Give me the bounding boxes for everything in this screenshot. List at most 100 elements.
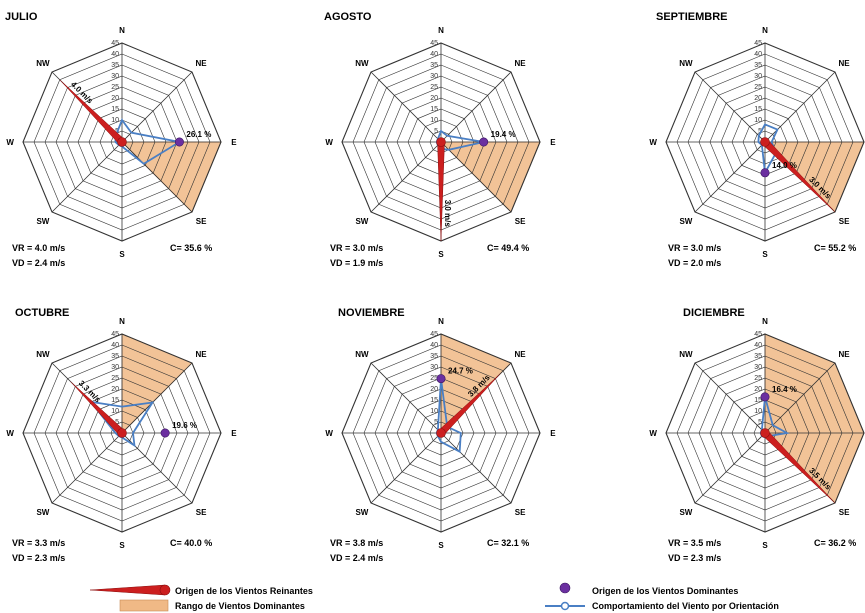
radial-tick-label: 5 (115, 419, 119, 426)
direction-label-s: S (438, 250, 444, 259)
radial-tick-label: 25 (111, 84, 119, 91)
direction-label-e: E (231, 429, 237, 438)
radial-tick-label: 35 (111, 353, 119, 360)
dominantes-marker (479, 137, 489, 147)
reinantes-origin-dot (760, 428, 770, 438)
direction-label-w: W (649, 138, 657, 147)
direction-label-s: S (762, 250, 768, 259)
radial-tick-label: 25 (754, 84, 762, 91)
radial-tick-label: 10 (430, 408, 438, 415)
direction-label-nw: NW (36, 59, 50, 68)
spoke-sw (370, 141, 442, 213)
c-value: C= 35.6 % (170, 243, 212, 253)
radial-tick-label: 35 (111, 62, 119, 69)
spoke-ne (121, 71, 193, 143)
radial-tick-label: 35 (754, 353, 762, 360)
c-value: C= 36.2 % (814, 538, 856, 548)
direction-label-w: W (6, 429, 14, 438)
direction-label-w: W (325, 429, 333, 438)
direction-label-ne: NE (515, 59, 527, 68)
legend-reinantes-label: Origen de los Vientos Reinantes (175, 586, 313, 596)
spoke-nw (370, 71, 442, 143)
direction-label-s: S (438, 541, 444, 550)
radial-tick-label: 40 (111, 51, 119, 58)
vr-value: VR = 3.8 m/s (330, 538, 383, 548)
direction-label-n: N (762, 26, 768, 35)
radial-tick-label: 15 (430, 397, 438, 404)
direction-label-n: N (438, 317, 444, 326)
radial-tick-label: 40 (111, 342, 119, 349)
spoke-sw (694, 141, 766, 213)
panel-title: JULIO (5, 11, 38, 23)
direction-label-se: SE (196, 508, 207, 517)
panel-title: SEPTIEMBRE (656, 11, 728, 23)
direction-label-w: W (649, 429, 657, 438)
radial-tick-label: 25 (754, 375, 762, 382)
radial-tick-label: 10 (754, 408, 762, 415)
radial-tick-label: 15 (111, 106, 119, 113)
dominantes-label: 16.4 % (772, 385, 797, 394)
radial-tick-label: 5 (758, 419, 762, 426)
radial-tick-label: 15 (754, 106, 762, 113)
legend-comportamiento-marker (560, 601, 570, 611)
legend-dominantes-label: Origen de los Vientos Dominantes (592, 586, 738, 596)
direction-label-e: E (550, 138, 556, 147)
reinantes-origin-dot (760, 137, 770, 147)
direction-label-ne: NE (839, 350, 851, 359)
direction-label-w: W (6, 138, 14, 147)
dominantes-marker (160, 428, 170, 438)
radial-tick-label: 25 (430, 84, 438, 91)
radial-tick-label: 45 (430, 40, 438, 47)
spoke-nw (694, 71, 766, 143)
direction-label-nw: NW (36, 350, 50, 359)
panel-title: NOVIEMBRE (338, 307, 405, 319)
radial-tick-label: 15 (111, 397, 119, 404)
radial-tick-label: 20 (430, 386, 438, 393)
reinantes-origin-dot (117, 137, 127, 147)
legend-reinantes-dot (159, 584, 171, 596)
spoke-se (440, 141, 512, 213)
vd-value: VD = 1.9 m/s (330, 258, 383, 268)
reinantes-origin-dot (436, 137, 446, 147)
radial-tick-label: 20 (754, 95, 762, 102)
vd-value: VD = 2.0 m/s (668, 258, 721, 268)
radial-tick-label: 40 (430, 51, 438, 58)
legend-reinantes-symbol (89, 584, 166, 596)
direction-label-nw: NW (679, 350, 693, 359)
spoke-sw (51, 432, 123, 504)
vr-value: VR = 3.0 m/s (668, 243, 721, 253)
direction-label-se: SE (515, 508, 526, 517)
direction-label-w: W (325, 138, 333, 147)
direction-label-sw: SW (679, 508, 692, 517)
direction-label-sw: SW (36, 217, 49, 226)
legend-dominantes-symbol (559, 582, 571, 594)
direction-label-sw: SW (36, 508, 49, 517)
radial-tick-label: 20 (430, 95, 438, 102)
radial-tick-label: 20 (754, 386, 762, 393)
radial-tick-label: 5 (434, 128, 438, 135)
direction-label-nw: NW (679, 59, 693, 68)
c-value: C= 49.4 % (487, 243, 529, 253)
radial-tick-label: 45 (111, 331, 119, 338)
radial-tick-label: 30 (430, 73, 438, 80)
radial-tick-label: 20 (111, 95, 119, 102)
panel-title: OCTUBRE (15, 307, 69, 319)
vd-value: VD = 2.4 m/s (330, 553, 383, 563)
vr-value: VR = 3.0 m/s (330, 243, 383, 253)
radial-tick-label: 30 (754, 364, 762, 371)
radial-tick-label: 35 (754, 62, 762, 69)
spoke-ne (440, 71, 512, 143)
dominantes-label: 26.1 % (186, 130, 211, 139)
dominantes-marker (760, 168, 770, 178)
radial-tick-label: 20 (111, 386, 119, 393)
radial-tick-label: 35 (430, 62, 438, 69)
dominantes-label: 24.7 % (448, 367, 473, 376)
direction-label-ne: NE (196, 350, 208, 359)
direction-label-ne: NE (839, 59, 851, 68)
direction-label-sw: SW (355, 217, 368, 226)
legend-rango-label: Rango de Vientos Dominantes (175, 601, 305, 611)
direction-label-e: E (550, 429, 556, 438)
radial-tick-label: 10 (111, 408, 119, 415)
